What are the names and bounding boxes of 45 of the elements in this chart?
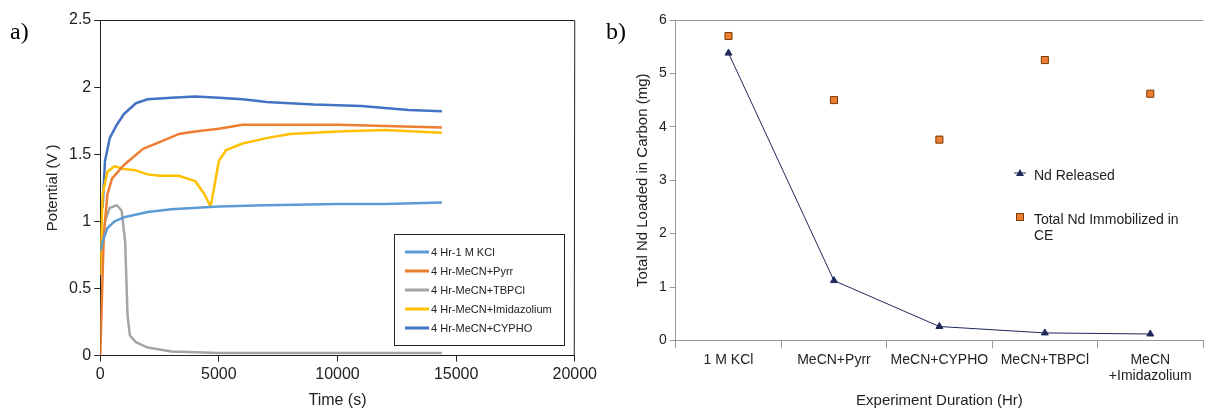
legend-label: 4 Hr-MeCN+TBPCl	[431, 283, 525, 296]
point	[1040, 328, 1049, 336]
point	[724, 48, 733, 56]
text: a)	[10, 18, 29, 45]
x-tick-label: 20000	[552, 364, 598, 382]
x-tick-label: 0	[95, 364, 105, 382]
y-tick-label: 1	[82, 211, 92, 229]
legend-label: Nd Released	[1033, 167, 1115, 184]
x-tick-label: 15000	[433, 364, 479, 382]
x-tick-label: 5000	[201, 364, 237, 382]
x-axis-title: Experiment Duration (Hr)	[856, 391, 1023, 409]
legend-label: 4 Hr-MeCN+Pyrr	[431, 264, 514, 277]
x-tick-label: MeCN +Imidazolium	[1108, 350, 1192, 384]
point	[1040, 56, 1049, 65]
y-tick-label: 5	[658, 64, 667, 81]
legend-label: Total Nd Immobilized in CE	[1033, 211, 1180, 244]
y-tick-label: 1.5	[68, 144, 92, 162]
point	[1146, 89, 1155, 98]
y-tick-label: 4	[658, 117, 667, 134]
x-tick-label: MeCN+Pyrr	[797, 350, 872, 367]
point	[829, 276, 838, 284]
point	[935, 135, 944, 144]
x-tick-label: 10000	[315, 364, 360, 382]
y-tick-label: 0.5	[68, 278, 92, 296]
legend-label: 4 Hr-MeCN+CYPHO	[431, 321, 533, 334]
y-tick-label: 0	[658, 331, 667, 348]
legend-label: 4 Hr-1 M KCl	[431, 245, 495, 258]
point	[1146, 329, 1155, 337]
x-axis-title: Time (s)	[308, 390, 367, 408]
text: b)	[606, 18, 626, 45]
y-tick-label: 2	[658, 224, 667, 241]
y-tick-label: 2	[82, 77, 92, 95]
y-axis-title: Total Nd Loaded in Carbon (mg)	[633, 73, 651, 287]
y-axis-title: Potential (V )	[43, 144, 61, 232]
x-tick-label: MeCN+CYPHO	[890, 350, 989, 367]
x-tick-label: 1 M KCl	[703, 350, 754, 367]
y-tick-label: 3	[658, 171, 667, 188]
legend-label: 4 Hr-MeCN+Imidazolium	[431, 302, 552, 315]
x-tick-label: MeCN+TBPCl	[1000, 350, 1089, 367]
point	[829, 96, 838, 105]
point	[935, 322, 944, 330]
y-tick-label: 1	[658, 277, 667, 294]
y-tick-label: 6	[658, 10, 667, 27]
y-tick-label: 2.5	[68, 10, 92, 28]
point	[724, 31, 733, 41]
